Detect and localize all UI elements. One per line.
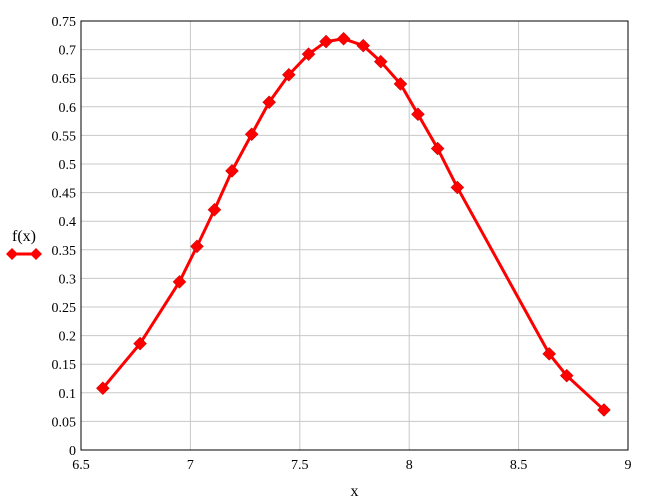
x-axis-label: x	[351, 483, 359, 500]
grid-lines	[80, 20, 629, 451]
data-point	[282, 67, 296, 82]
data-point	[356, 38, 371, 53]
plot-frame	[80, 20, 629, 451]
series-layer	[96, 31, 611, 417]
y-tick-label: 0.7	[59, 44, 77, 59]
x-tick-labels: 6.5 7 7.5 8 8.5 9	[72, 458, 631, 473]
y-tick-labels: 0 0.05 0.1 0.15 0.2 0.25 0.3 0.35 0.4 0.45 0.5 0.55…	[52, 15, 77, 459]
data-point	[96, 381, 110, 396]
y-tick-label: 0.45	[52, 187, 77, 202]
series-line	[101, 37, 605, 412]
data-point	[319, 34, 333, 49]
data-point	[393, 77, 408, 91]
y-tick-label: 0.4	[59, 215, 77, 230]
data-point	[559, 368, 574, 383]
data-point	[207, 202, 222, 217]
data-point	[225, 164, 239, 178]
data-point	[336, 31, 351, 46]
legend-sample	[6, 248, 42, 260]
x-tick-label: 8.5	[510, 458, 528, 473]
y-tick-label: 0.5	[59, 158, 77, 173]
x-tick-label: 7.5	[291, 458, 309, 473]
y-tick-label: 0.35	[52, 244, 77, 259]
y-tick-label: 0.3	[59, 272, 77, 287]
data-point	[597, 403, 611, 417]
y-tick-label: 0.1	[59, 387, 77, 402]
data-point	[542, 347, 557, 361]
y-axis-label: f(x)	[12, 228, 36, 245]
data-point	[262, 95, 277, 110]
y-tick-label: 0.25	[52, 301, 77, 316]
x-tick-label: 6.5	[72, 458, 90, 473]
x-tick-label: 9	[625, 458, 632, 473]
data-point	[133, 336, 147, 351]
y-tick-label: 0.6	[59, 101, 77, 116]
y-tick-label: 0.05	[52, 415, 77, 430]
legend-marker	[30, 248, 42, 260]
data-point	[373, 54, 388, 69]
y-tick-label: 0.55	[52, 129, 77, 144]
legend-marker	[6, 248, 18, 260]
data-point	[411, 107, 425, 122]
data-point	[301, 47, 316, 62]
y-tick-label: 0.2	[59, 330, 77, 345]
y-tick-label: 0.15	[52, 358, 77, 373]
y-tick-label: 0.75	[52, 15, 77, 30]
data-point	[430, 141, 445, 156]
data-point	[244, 127, 259, 142]
data-point	[190, 239, 204, 254]
x-tick-label: 7	[187, 458, 194, 473]
data-point	[450, 180, 465, 195]
x-tick-label: 8	[406, 458, 413, 473]
data-point	[172, 274, 187, 289]
y-tick-label: 0	[69, 444, 76, 459]
y-tick-label: 0.65	[52, 72, 77, 87]
